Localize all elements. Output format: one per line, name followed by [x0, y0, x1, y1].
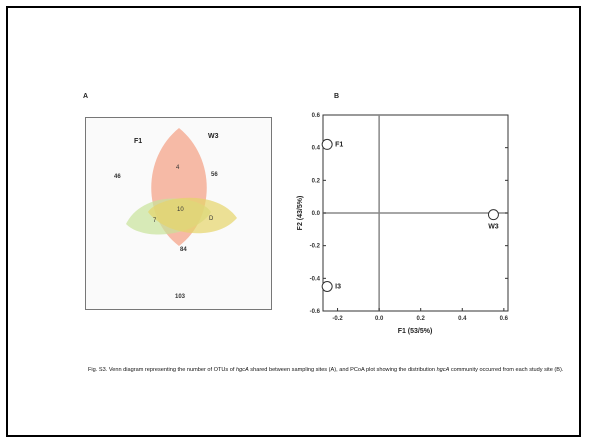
pcoa-y-tick-label: -0.2: [310, 244, 321, 250]
caption-gene1: hgcA: [236, 367, 249, 373]
pcoa-y-tick-label: 0.4: [312, 146, 321, 152]
venn-count-bottom-outside: 103: [175, 294, 186, 300]
pcoa-y-tick-label: -0.4: [310, 276, 321, 282]
pcoa-x-tick-label: -0.2: [332, 316, 343, 322]
pcoa-point-f1: [321, 138, 333, 150]
venn-count-left-outside: 46: [114, 174, 121, 180]
venn-diagram: F1 W3 46 56 4 7 10 D 84 103: [85, 117, 272, 310]
pcoa-point-label-i3: I3: [335, 284, 341, 291]
pcoa-x-tick-label: 0.0: [375, 316, 384, 322]
caption-part2: shared between sampling sites (A), and P…: [248, 367, 437, 373]
pcoa-point-i3: [321, 281, 333, 292]
venn-petal-right: [148, 197, 237, 234]
pcoa-point-label-w3: W3: [488, 224, 499, 231]
venn-count-top-only: 4: [176, 165, 180, 171]
pcoa-point-label-f1: F1: [335, 141, 343, 148]
venn-count-center: 10: [177, 207, 184, 213]
pcoa-y-tick-label: 0.0: [312, 211, 321, 217]
pcoa-chart: -0.2 0.0 0.2 0.4 0.6 -0.6 -0.4 -0.2 0.0 0.2 0.4 0.…: [297, 113, 509, 335]
panel-b-label: B: [334, 93, 340, 100]
venn-set-label-w3: W3: [208, 133, 219, 140]
pcoa-x-tick-label: 0.2: [417, 316, 426, 322]
figure-caption: Fig. S3. Venn diagram representing the n…: [88, 366, 568, 374]
pcoa-point-w3: [487, 209, 499, 221]
venn-svg: F1 W3 46 56 4 7 10 D 84 103: [114, 128, 237, 300]
venn-set-label-f1: F1: [134, 138, 142, 145]
pcoa-y-axis-label: F2 (43/5%): [297, 196, 304, 231]
pcoa-y-tick-label: 0.2: [312, 178, 321, 184]
caption-part3: community occurred from each study site …: [449, 367, 564, 373]
venn-count-right-outside: 56: [211, 172, 218, 178]
slide-frame: A B F1 W3 46 56 4 7 10 D 84 103 -0.2 0.0 0…: [6, 6, 581, 437]
venn-count-below-center: 84: [180, 247, 187, 253]
venn-count-right-only: D: [209, 216, 214, 222]
venn-count-left-only: 7: [153, 218, 157, 224]
pcoa-y-tick-label: -0.6: [310, 309, 321, 315]
caption-gene2: hgcA: [436, 367, 450, 373]
caption-part1: Fig. S3. Venn diagram representing the n…: [88, 367, 236, 373]
pcoa-x-tick-label: 0.6: [500, 316, 509, 322]
pcoa-x-tick-label: 0.4: [458, 316, 467, 322]
pcoa-y-tick-label: 0.6: [312, 113, 321, 119]
pcoa-x-axis-label: F1 (53/5%): [398, 328, 433, 335]
panel-a-label: A: [83, 93, 89, 100]
